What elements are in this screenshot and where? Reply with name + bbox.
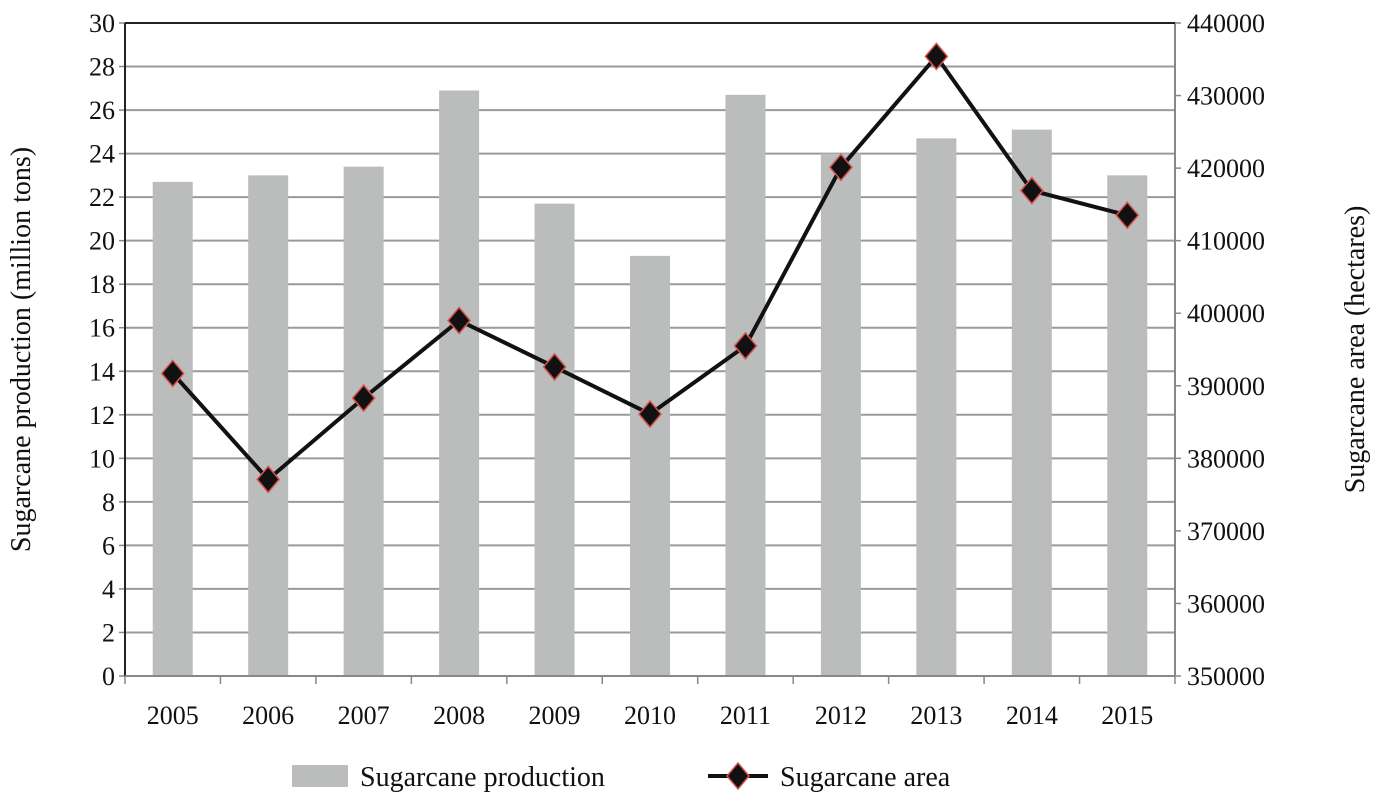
- x-tick-label: 2013: [910, 701, 962, 730]
- legend-label-production: Sugarcane production: [360, 762, 605, 793]
- y-tick-label: 18: [89, 270, 115, 299]
- y-tick-label: 6: [102, 531, 115, 560]
- y2-tick-label: 420000: [1187, 154, 1265, 183]
- bar-2008: [439, 90, 480, 676]
- bar-2007: [343, 166, 384, 676]
- bar-2015: [1107, 175, 1148, 676]
- x-tick-label: 2009: [529, 701, 581, 730]
- marker-2006: [256, 465, 281, 494]
- bar-2005: [152, 181, 193, 676]
- x-tick-label: 2010: [624, 701, 676, 730]
- marker-2014: [1019, 176, 1044, 205]
- x-tick-label: 2007: [338, 701, 390, 730]
- y2-tick-label: 410000: [1187, 227, 1265, 256]
- bar-2011: [725, 94, 766, 676]
- y-tick-label: 28: [89, 53, 115, 82]
- bar-2014: [1011, 129, 1052, 676]
- y-tick-label: 12: [89, 401, 115, 430]
- y2-axis-label: Sugarcane area (hectares): [1340, 206, 1371, 494]
- marker-2008: [447, 306, 472, 335]
- bar-2012: [820, 153, 861, 677]
- y2-tick-label: 350000: [1187, 662, 1265, 691]
- bar-2013: [916, 138, 957, 676]
- y-tick-label: 24: [89, 140, 115, 169]
- marker-2009: [542, 352, 567, 382]
- y-tick-label: 0: [102, 662, 115, 691]
- marker-2005: [160, 359, 185, 388]
- x-tick-label: 2005: [147, 701, 199, 730]
- y-tick-label: 20: [89, 227, 115, 256]
- x-tick-label: 2014: [1006, 701, 1058, 730]
- marker-2015: [1115, 201, 1140, 230]
- legend-swatch-production: [292, 765, 348, 787]
- y-tick-label: 4: [102, 575, 115, 604]
- marker-2013: [924, 42, 949, 71]
- x-tick-label: 2008: [433, 701, 485, 730]
- legend-label-area: Sugarcane area: [780, 762, 951, 793]
- bar-2010: [630, 255, 670, 677]
- marker-2007: [351, 383, 376, 413]
- y-tick-label: 30: [89, 9, 115, 38]
- y2-tick-label: 440000: [1187, 9, 1265, 38]
- marker-2012: [828, 153, 853, 182]
- y-tick-label: 26: [89, 96, 115, 125]
- bar-2009: [534, 203, 575, 676]
- x-tick-label: 2006: [242, 701, 294, 730]
- y-tick-label: 16: [89, 314, 115, 343]
- marker-2010: [638, 399, 662, 429]
- y-axis-label: Sugarcane production (million tons): [6, 147, 37, 552]
- y-tick-label: 8: [102, 488, 115, 517]
- legend-swatch-area-marker: [726, 761, 750, 791]
- marker-2011: [733, 331, 758, 361]
- y2-tick-label: 360000: [1187, 589, 1265, 618]
- y2-tick-label: 400000: [1187, 299, 1265, 328]
- y-tick-label: 2: [102, 618, 115, 647]
- y-tick-label: 14: [89, 357, 115, 386]
- x-tick-label: 2012: [815, 701, 867, 730]
- y2-tick-label: 430000: [1187, 82, 1265, 111]
- y2-tick-label: 380000: [1187, 444, 1265, 473]
- y2-tick-label: 390000: [1187, 372, 1265, 401]
- x-tick-label: 2015: [1101, 701, 1153, 730]
- x-tick-label: 2011: [720, 701, 771, 730]
- y2-tick-label: 370000: [1187, 517, 1265, 546]
- bar-2006: [248, 175, 289, 676]
- y-tick-label: 22: [89, 183, 115, 212]
- y-tick-label: 10: [89, 444, 115, 473]
